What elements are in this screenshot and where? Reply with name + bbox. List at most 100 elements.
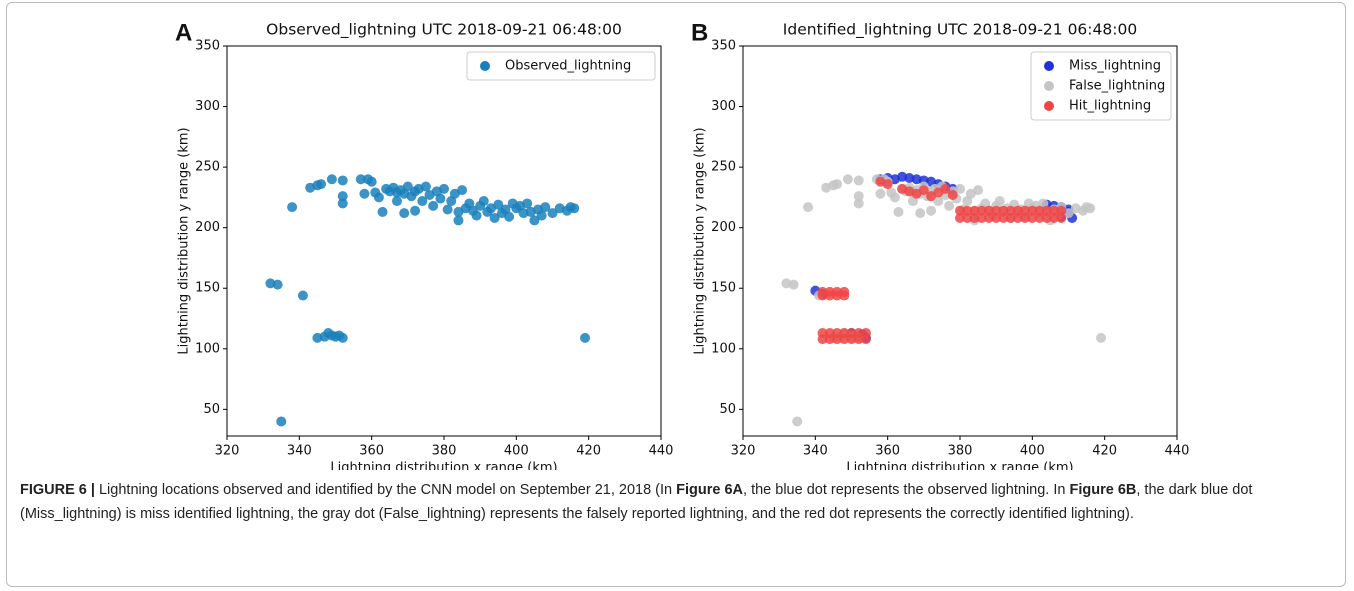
legend-label: Hit_lightning xyxy=(1069,99,1151,114)
y-tick-label: 350 xyxy=(195,39,220,54)
caption-text: , the blue dot represents the observed l… xyxy=(743,482,1070,498)
point xyxy=(410,205,421,216)
point xyxy=(889,192,900,203)
point xyxy=(918,185,929,196)
point xyxy=(373,192,384,203)
point xyxy=(1096,332,1107,343)
point xyxy=(991,212,1002,223)
point xyxy=(842,174,853,185)
point xyxy=(792,416,803,427)
point xyxy=(272,279,283,290)
point xyxy=(1012,205,1023,216)
x-tick-label: 320 xyxy=(731,444,756,459)
point xyxy=(853,198,864,209)
point xyxy=(1034,212,1045,223)
point xyxy=(893,206,904,217)
point xyxy=(976,212,987,223)
x-axis-label: Lightning distribution x range (km) xyxy=(846,461,1073,471)
point xyxy=(337,198,348,209)
point xyxy=(287,202,298,213)
x-axis-label: Lightning distribution x range (km) xyxy=(330,461,557,471)
point xyxy=(1020,212,1031,223)
caption-ref: Figure 6A xyxy=(676,482,744,498)
point xyxy=(359,188,370,199)
point xyxy=(1005,212,1016,223)
x-tick-label: 440 xyxy=(1165,444,1190,459)
point xyxy=(276,416,287,427)
point xyxy=(569,203,580,214)
caption-label: FIGURE 6 | xyxy=(20,482,95,498)
legend-label: Observed_lightning xyxy=(505,59,631,74)
y-tick-label: 200 xyxy=(711,220,736,235)
point xyxy=(839,290,850,301)
x-tick-label: 420 xyxy=(576,444,601,459)
point xyxy=(788,279,799,290)
point xyxy=(860,334,871,345)
point xyxy=(536,210,547,221)
legend-label: False_lightning xyxy=(1069,79,1165,94)
point xyxy=(983,205,994,216)
point xyxy=(493,199,504,210)
legend-marker xyxy=(1044,61,1054,71)
x-tick-label: 440 xyxy=(649,444,674,459)
panel-label: B xyxy=(691,19,708,46)
point xyxy=(1085,203,1096,214)
frame xyxy=(6,2,1346,587)
point xyxy=(337,175,348,186)
point xyxy=(439,183,449,194)
point xyxy=(853,334,864,345)
point xyxy=(435,193,446,204)
point xyxy=(316,179,327,190)
point xyxy=(839,334,850,345)
point xyxy=(489,212,500,223)
point xyxy=(540,202,551,213)
point xyxy=(983,212,994,223)
point xyxy=(998,205,1009,216)
panel-label: A xyxy=(175,19,192,46)
point xyxy=(846,334,857,345)
x-tick-label: 420 xyxy=(1092,444,1117,459)
y-tick-label: 250 xyxy=(711,160,736,175)
point xyxy=(1056,205,1067,216)
point xyxy=(1020,205,1031,216)
point xyxy=(366,176,377,187)
point xyxy=(391,196,402,207)
chart-title: Identified_lightning UTC 2018-09-21 06:4… xyxy=(783,21,1137,40)
point xyxy=(442,204,453,215)
point xyxy=(824,334,835,345)
point xyxy=(998,212,1009,223)
point xyxy=(817,290,828,301)
point xyxy=(962,212,973,223)
chart-title: Observed_lightning UTC 2018-09-21 06:48:… xyxy=(266,21,622,40)
point xyxy=(1027,205,1038,216)
point xyxy=(853,175,864,186)
point xyxy=(976,205,987,216)
caption: FIGURE 6 | Lightning locations observed … xyxy=(20,478,1330,526)
legend-marker xyxy=(1044,81,1054,91)
point xyxy=(1056,212,1067,223)
point xyxy=(969,205,980,216)
point xyxy=(1041,205,1052,216)
point xyxy=(1049,212,1060,223)
point xyxy=(817,334,828,345)
point xyxy=(529,215,540,226)
legend-box xyxy=(466,51,656,81)
x-tick-label: 400 xyxy=(1020,444,1045,459)
point xyxy=(994,196,1005,207)
point xyxy=(1049,205,1060,216)
point xyxy=(402,181,413,192)
y-tick-label: 350 xyxy=(711,39,736,54)
y-tick-label: 100 xyxy=(711,341,736,356)
point xyxy=(337,191,348,202)
legend-marker xyxy=(1044,101,1054,111)
point xyxy=(1027,212,1038,223)
point xyxy=(1034,205,1045,216)
point xyxy=(955,183,965,194)
point xyxy=(297,290,308,301)
y-axis-label: Lightning distribution y range (km) xyxy=(693,127,708,354)
point xyxy=(420,181,431,192)
point xyxy=(955,212,965,223)
y-tick-label: 150 xyxy=(195,281,220,296)
point xyxy=(947,189,958,200)
